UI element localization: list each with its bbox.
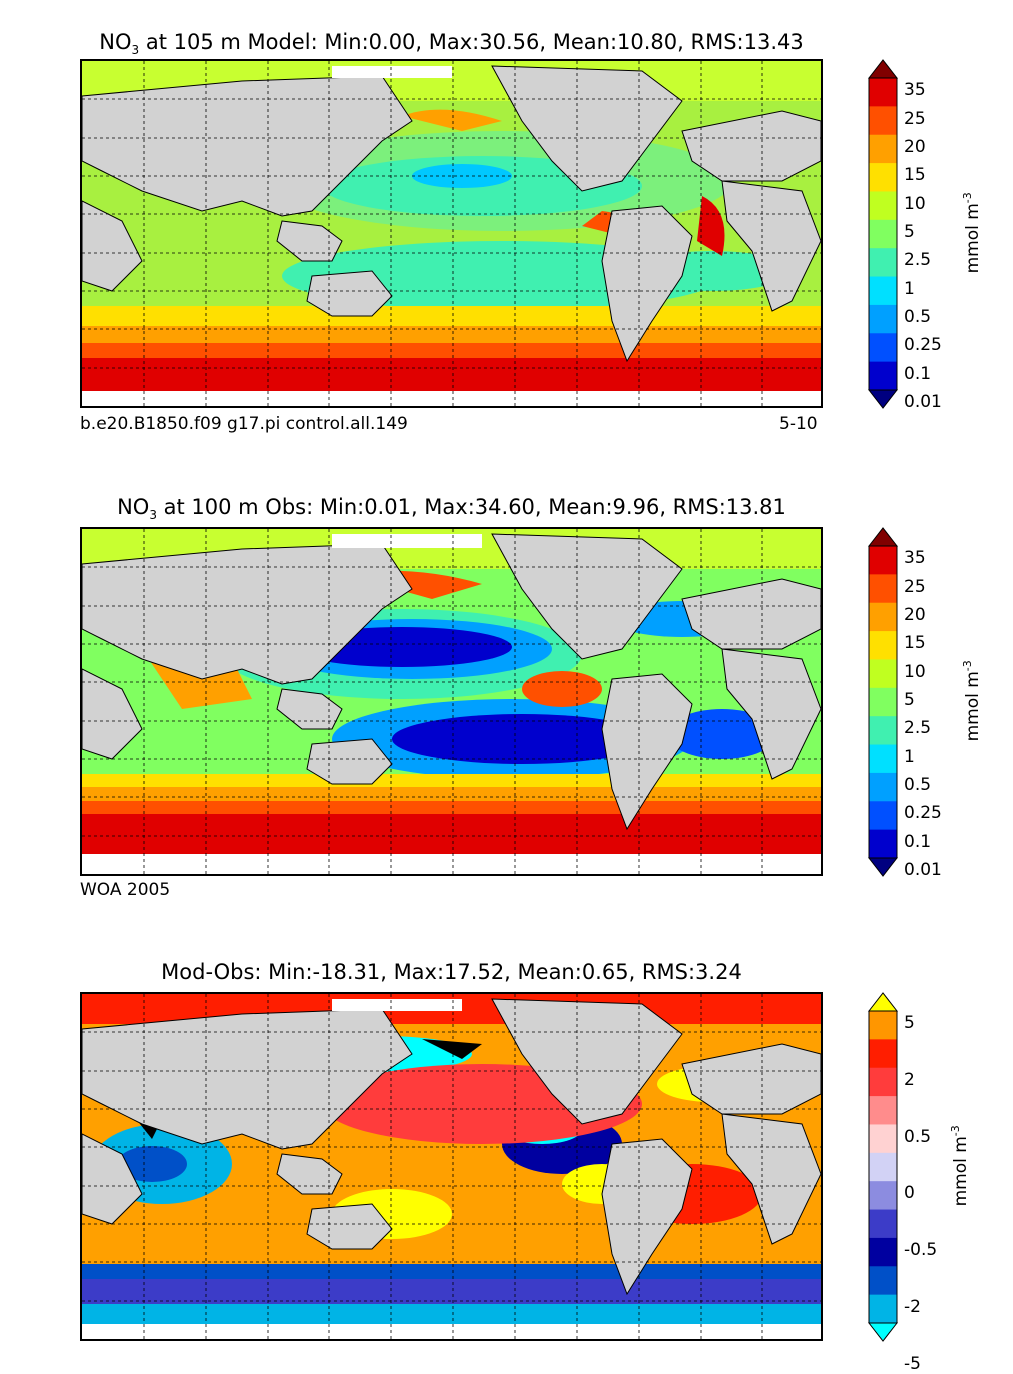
colorbar-segment (869, 546, 897, 575)
panel3-map (80, 992, 823, 1341)
colorbar-tick-label: 25 (904, 576, 926, 597)
colorbar-tick-label: 20 (904, 136, 926, 157)
colorbar-tick-label: 25 (904, 108, 926, 129)
colorbar-extend-min (868, 389, 898, 409)
colorbar-segment (869, 772, 897, 802)
colorbar-tick-label: 0.1 (904, 363, 932, 384)
panel2-map (80, 527, 823, 876)
colorbar-segment (869, 163, 897, 192)
colorbar-segment (869, 1237, 897, 1267)
colorbar-tick-label: 2.5 (904, 250, 932, 271)
colorbar-segment (869, 801, 897, 831)
colorbar-segment (869, 744, 897, 774)
colorbar-tick-label: 0.01 (904, 392, 942, 413)
colorbar-segment (869, 1266, 897, 1296)
colorbar-segment (869, 716, 897, 746)
colorbar-segment (869, 304, 897, 334)
colorbar-svg (868, 59, 898, 409)
colorbar-segment (869, 1181, 897, 1211)
colorbar-segment (869, 78, 897, 107)
colorbar-segment (869, 1124, 897, 1154)
colorbar-segment (869, 1294, 897, 1324)
colorbar-tick-label: 5 (904, 690, 915, 710)
colorbar-tick-label: 5 (904, 1013, 915, 1034)
colorbar-segment (869, 1067, 897, 1097)
colorbar-segment (869, 1152, 897, 1182)
colorbar-segment (869, 106, 897, 136)
colorbar-tick-label: 0.01 (904, 860, 942, 881)
colorbar-tick-label: 0.5 (904, 307, 932, 328)
panel2-colorbar-unit: mmol m-3 (961, 660, 983, 742)
colorbar-segment (869, 276, 897, 306)
colorbar-tick-label: 1 (904, 746, 915, 767)
colorbar-segment (869, 1039, 897, 1069)
colorbar-tick-label: 35 (904, 548, 926, 569)
colorbar-svg (868, 527, 898, 877)
colorbar-segment (869, 687, 897, 717)
colorbar-tick-label: 15 (904, 633, 926, 654)
panel1-caption-right: 5-10 (779, 414, 818, 434)
colorbar-tick-label: -2 (904, 1296, 921, 1317)
colorbar-tick-label: 0.25 (904, 803, 942, 824)
panel3-colorbar-unit: mmol m-3 (949, 1125, 971, 1207)
colorbar-segment (869, 219, 897, 249)
colorbar-tick-label: 0.5 (904, 1126, 932, 1147)
colorbar-segment (869, 191, 897, 221)
colorbar-segment (869, 361, 897, 391)
colorbar-tick-label: 2.5 (904, 718, 932, 739)
colorbar-tick-label: -5 (904, 1353, 921, 1374)
colorbar-segment (869, 602, 897, 632)
colorbar-svg (868, 992, 898, 1342)
colorbar-segment (869, 829, 897, 859)
panel2-caption-left: WOA 2005 (80, 880, 171, 900)
colorbar-tick-label: 2 (904, 1069, 915, 1090)
colorbar-tick-label: 35 (904, 80, 926, 101)
colorbar-segment (869, 631, 897, 660)
panel2-title: NO3 at 100 m Obs: Min:0.01, Max:34.60, M… (117, 495, 786, 523)
colorbar-tick-label: 0.25 (904, 335, 942, 356)
panel1-colorbar-unit: mmol m-3 (961, 192, 983, 274)
panel1-map (80, 59, 823, 408)
colorbar-segment (869, 574, 897, 604)
colorbar-extend-max (868, 527, 898, 547)
colorbar-tick-label: 5 (904, 222, 915, 242)
colorbar-tick-label: 15 (904, 165, 926, 186)
colorbar-tick-label: 10 (904, 661, 926, 682)
colorbar-tick-label: 20 (904, 604, 926, 625)
panel3-title: Mod-Obs: Min:-18.31, Max:17.52, Mean:0.6… (161, 960, 742, 984)
colorbar-extend-min (868, 1322, 898, 1342)
colorbar-tick-label: 0.1 (904, 831, 932, 852)
colorbar-segment (869, 333, 897, 363)
colorbar-tick-label: 1 (904, 278, 915, 299)
colorbar-tick-label: 10 (904, 193, 926, 214)
colorbar-segment (869, 1011, 897, 1040)
colorbar-extend-max (868, 992, 898, 1012)
colorbar-extend-max (868, 59, 898, 79)
colorbar-segment (869, 659, 897, 689)
colorbar-segment (869, 248, 897, 278)
panel1-caption-left: b.e20.B1850.f09 g17.pi control.all.149 (80, 414, 408, 434)
colorbar-segment (869, 134, 897, 164)
colorbar-tick-label: -0.5 (904, 1240, 938, 1261)
colorbar-tick-label: 0 (904, 1183, 915, 1204)
colorbar-extend-min (868, 857, 898, 877)
colorbar-segment (869, 1209, 897, 1239)
colorbar-tick-label: 0.5 (904, 775, 932, 796)
colorbar-segment (869, 1096, 897, 1125)
panel1-title: NO3 at 105 m Model: Min:0.00, Max:30.56,… (99, 30, 804, 58)
